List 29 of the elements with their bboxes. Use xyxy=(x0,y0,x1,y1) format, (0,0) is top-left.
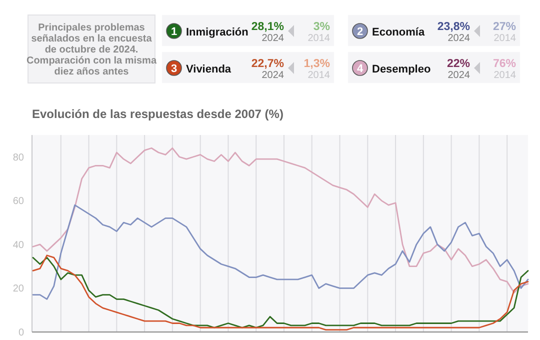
text: 2024 xyxy=(448,33,470,44)
text: 2024 xyxy=(262,33,284,44)
text: Desempleo xyxy=(372,64,431,76)
text: 22,7% xyxy=(251,58,284,70)
text: 3 xyxy=(170,63,178,75)
line-series xyxy=(32,147,529,294)
text: 2024 xyxy=(448,70,470,81)
text: 22% xyxy=(446,58,470,70)
text: 1 xyxy=(170,26,178,38)
text: 2 xyxy=(356,26,364,38)
y-tick-label: 20 xyxy=(12,284,24,295)
text: 76% xyxy=(492,58,516,70)
text: 4 xyxy=(356,63,364,75)
y-tick-label: 60 xyxy=(12,196,24,208)
text: 2024 xyxy=(262,70,284,81)
text: 1,3% xyxy=(304,58,330,70)
line-series xyxy=(32,204,529,300)
text: 27% xyxy=(492,21,516,33)
y-tick-label: 80 xyxy=(12,152,24,164)
y-tick-label: 0 xyxy=(18,328,24,338)
text: 28,1% xyxy=(251,21,284,33)
y-tick-label: 40 xyxy=(12,240,24,251)
text: Economía xyxy=(372,26,426,38)
text: Principales problemas señalados en la encuesta de octubre de 2024. Comparación con la misma diez años antes xyxy=(26,22,157,78)
text: 23,8% xyxy=(437,21,470,33)
text: Inmigración xyxy=(186,26,249,38)
text: 3% xyxy=(313,21,330,33)
chart-title: Evolución de las respuestas desde 2007 (%) xyxy=(32,107,284,121)
text: Vivienda xyxy=(186,64,232,76)
